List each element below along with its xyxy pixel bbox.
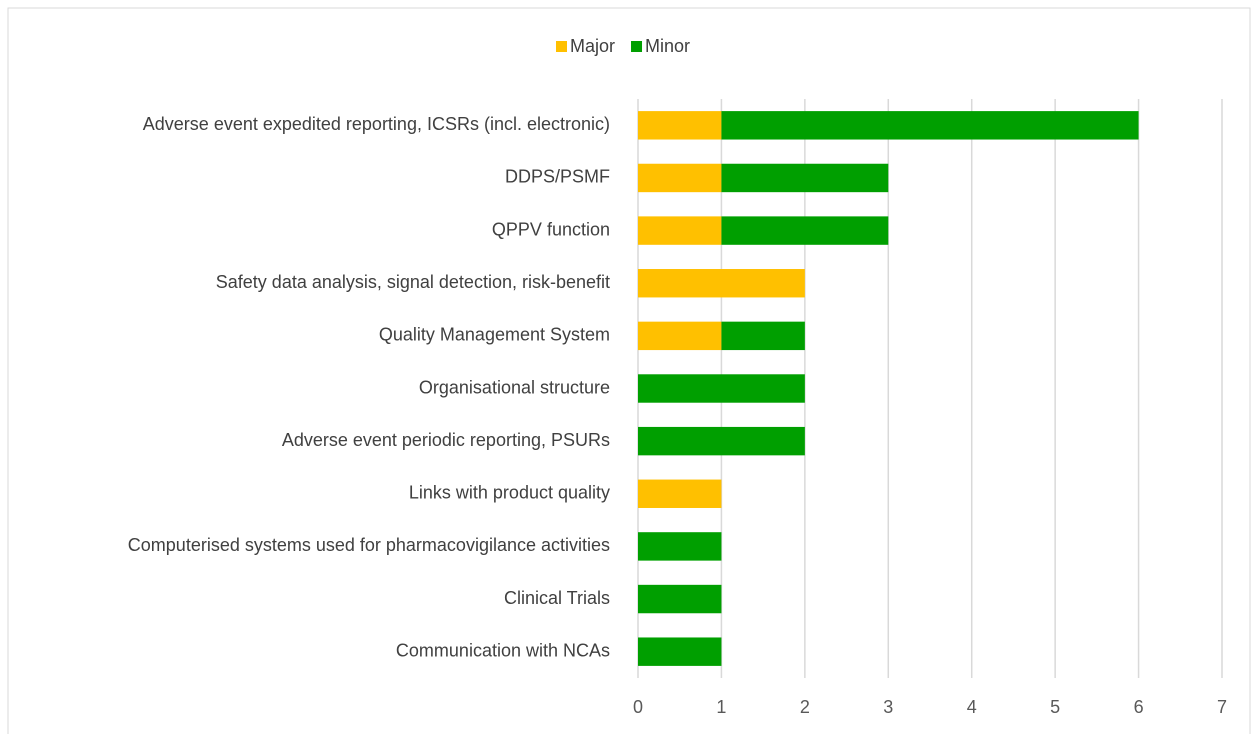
x-tick-label: 6 — [1134, 697, 1144, 717]
bar — [721, 163, 889, 193]
x-tick-label: 3 — [883, 697, 893, 717]
bar — [638, 111, 722, 140]
y-tick-label: Safety data analysis, signal detection, … — [216, 272, 610, 292]
bar — [638, 216, 722, 245]
y-tick-label: Communication with NCAs — [396, 640, 610, 660]
bar — [721, 321, 805, 351]
x-tick-label: 7 — [1217, 697, 1227, 717]
bar — [721, 111, 1139, 140]
bar — [638, 637, 722, 666]
y-tick-label: Adverse event periodic reporting, PSURs — [282, 430, 610, 450]
x-tick-label: 1 — [716, 697, 726, 717]
legend-label: Major — [570, 36, 615, 56]
bar — [638, 584, 722, 614]
bar — [638, 532, 722, 561]
legend-swatch — [631, 41, 643, 52]
bar — [721, 216, 889, 245]
x-tick-label: 5 — [1050, 697, 1060, 717]
x-tick-label: 2 — [800, 697, 810, 717]
y-tick-label: Quality Management System — [379, 325, 610, 345]
bar — [638, 426, 805, 456]
y-tick-label: QPPV function — [492, 219, 610, 239]
y-tick-label: Links with product quality — [409, 483, 610, 503]
bar — [638, 269, 805, 298]
bar — [638, 163, 722, 193]
y-tick-label: Adverse event expedited reporting, ICSRs… — [143, 114, 610, 134]
y-tick-label: Clinical Trials — [504, 588, 610, 608]
x-tick-label: 0 — [633, 697, 643, 717]
bar — [638, 479, 722, 508]
legend-label: Minor — [645, 36, 690, 56]
x-tick-label: 4 — [967, 697, 977, 717]
y-tick-label: Computerised systems used for pharmacovi… — [128, 535, 610, 555]
y-tick-label: Organisational structure — [419, 377, 610, 397]
legend-swatch — [556, 41, 567, 52]
y-tick-label: DDPS/PSMF — [505, 167, 610, 187]
chart-border — [7, 7, 1251, 734]
bar — [638, 374, 805, 403]
bar — [638, 321, 722, 351]
